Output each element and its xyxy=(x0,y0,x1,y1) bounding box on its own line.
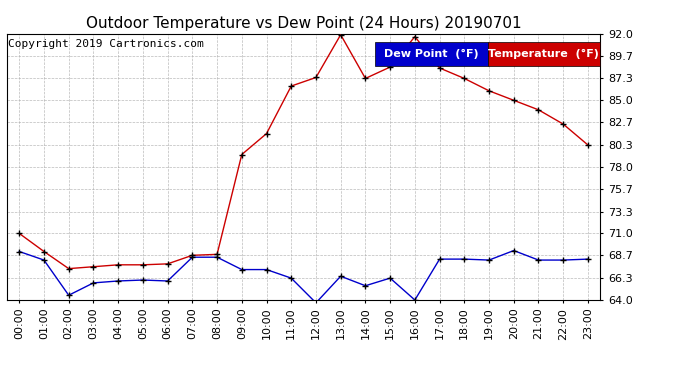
FancyBboxPatch shape xyxy=(375,42,488,66)
Title: Outdoor Temperature vs Dew Point (24 Hours) 20190701: Outdoor Temperature vs Dew Point (24 Hou… xyxy=(86,16,522,31)
Text: Dew Point  (°F): Dew Point (°F) xyxy=(384,49,478,59)
Text: Copyright 2019 Cartronics.com: Copyright 2019 Cartronics.com xyxy=(8,39,204,49)
FancyBboxPatch shape xyxy=(488,42,600,66)
Text: Temperature  (°F): Temperature (°F) xyxy=(489,49,600,59)
